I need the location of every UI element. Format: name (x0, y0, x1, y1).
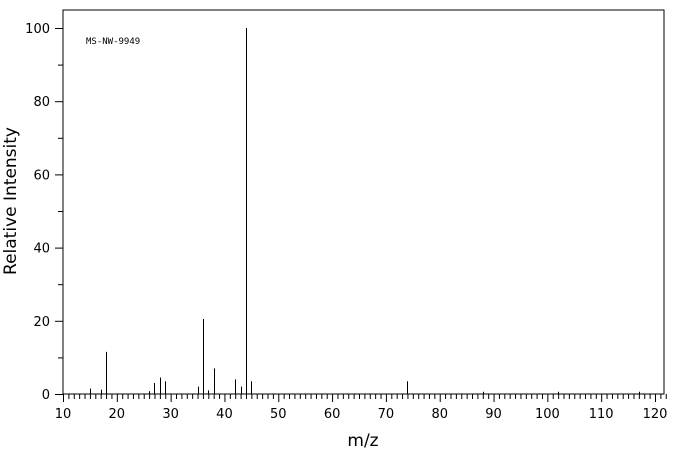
x-axis-ticks: 10 20 30 40 50 60 70 80 90 100 110 120 (55, 394, 668, 422)
peaks-group (90, 28, 640, 394)
plot-frame (62, 9, 665, 395)
y-tick-label: 60 (33, 168, 50, 183)
y-tick-label: 20 (33, 315, 50, 330)
x-tick-label: 120 (643, 407, 668, 422)
y-tick-label: 100 (25, 22, 50, 37)
spectrum-annotation: MS-NW-9949 (86, 37, 140, 47)
y-axis-ticks: 0 20 40 60 80 100 (25, 22, 63, 403)
x-tick-label: 100 (535, 407, 560, 422)
x-tick-label: 10 (55, 407, 72, 422)
y-tick-label: 80 (33, 95, 50, 110)
x-tick-label: 30 (162, 407, 179, 422)
y-tick-label: 40 (33, 242, 50, 257)
x-tick-label: 50 (270, 407, 287, 422)
x-tick-label: 40 (216, 407, 233, 422)
x-tick-label: 20 (109, 407, 126, 422)
x-tick-label: 80 (431, 407, 448, 422)
x-tick-label: 110 (589, 407, 614, 422)
x-tick-label: 90 (485, 407, 502, 422)
x-tick-label: 60 (324, 407, 341, 422)
y-tick-label: 0 (42, 388, 50, 403)
y-axis-title: Relative Intensity (1, 127, 21, 275)
x-tick-label: 70 (378, 407, 395, 422)
x-axis-title: m/z (347, 431, 378, 451)
